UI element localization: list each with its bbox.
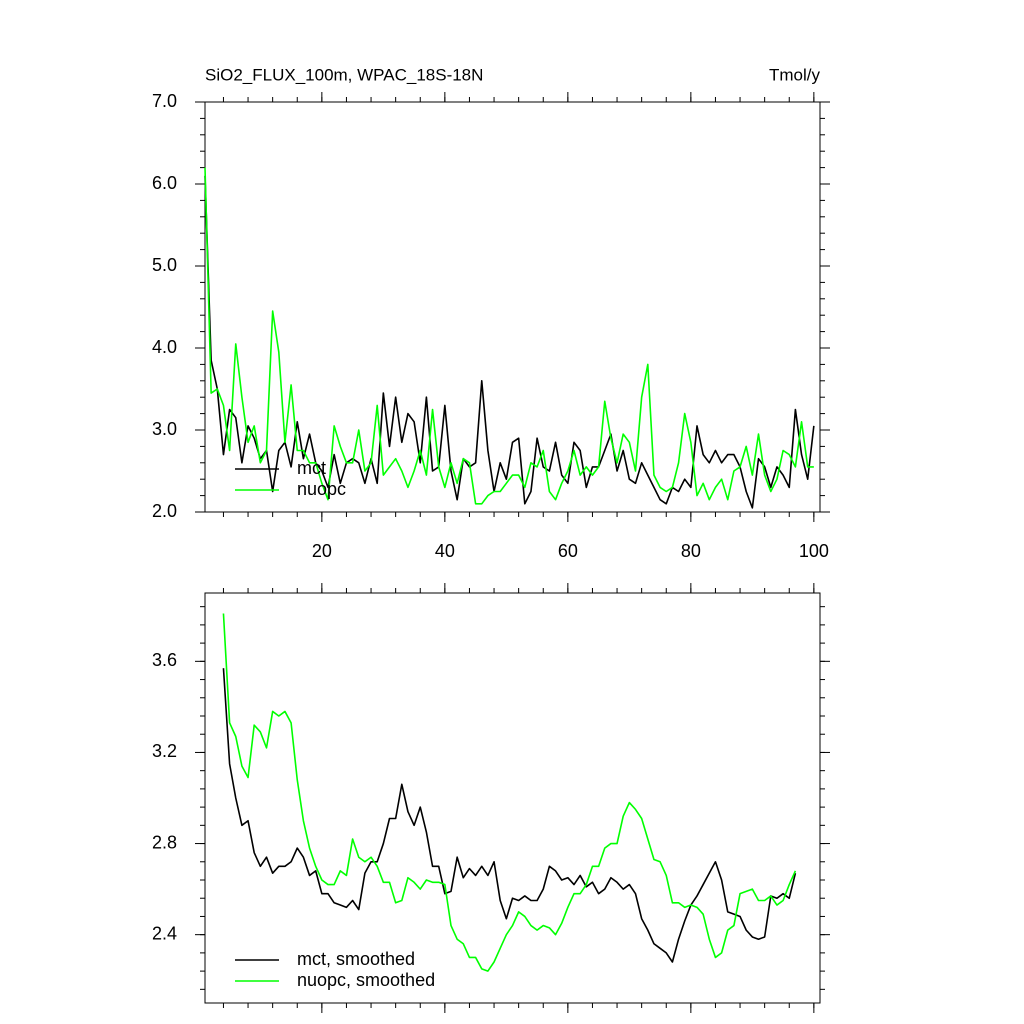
plot-frame [204, 101, 821, 513]
y-tick-label: 7.0 [152, 91, 177, 111]
legend-label: nuopc, smoothed [297, 970, 435, 990]
y-tick-label: 3.2 [152, 741, 177, 761]
legend-label: nuopc [297, 479, 346, 499]
y-tick-label: 6.0 [152, 173, 177, 193]
x-tick-label: 40 [435, 541, 455, 561]
x-tick-label: 60 [558, 541, 578, 561]
units-label: Tmol/y [769, 65, 821, 84]
y-tick-label: 5.0 [152, 255, 177, 275]
series-line [222, 613, 797, 972]
y-tick-label: 4.0 [152, 337, 177, 357]
x-tick-label: 20 [312, 541, 332, 561]
legend-label: mct, smoothed [297, 949, 415, 969]
y-tick-label: 2.0 [152, 501, 177, 521]
series-line [222, 668, 797, 963]
series-line [204, 175, 815, 509]
y-tick-label: 3.0 [152, 419, 177, 439]
x-tick-label: 100 [799, 541, 829, 561]
x-tick-label: 80 [681, 541, 701, 561]
y-tick-label: 2.4 [152, 923, 177, 943]
plot-frame [204, 592, 821, 1004]
series-line [204, 167, 814, 505]
legend-label: mct [297, 458, 326, 478]
y-tick-label: 3.6 [152, 650, 177, 670]
y-tick-label: 2.8 [152, 832, 177, 852]
chart-title: SiO2_FLUX_100m, WPAC_18S-18N [205, 65, 483, 84]
